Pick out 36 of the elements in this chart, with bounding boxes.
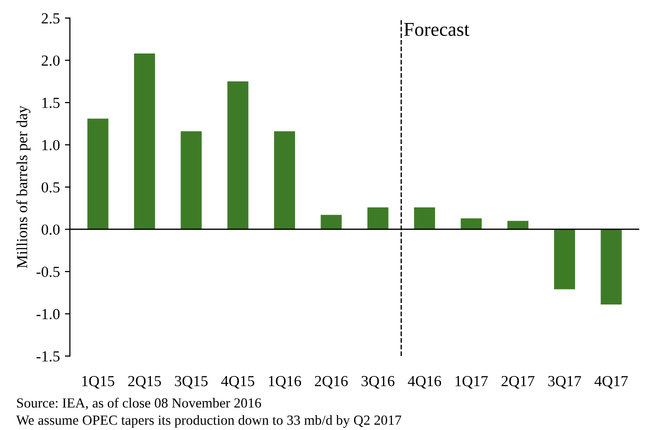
x-tick-label: 2Q15 — [128, 376, 161, 389]
bar — [600, 229, 622, 304]
x-tick-label: 4Q15 — [221, 376, 254, 389]
y-tick-label: 2.5 — [42, 13, 60, 24]
bar — [227, 81, 248, 230]
bar — [180, 131, 202, 230]
x-tick-label: 1Q16 — [268, 376, 302, 389]
x-tick-label: 1Q15 — [82, 376, 114, 389]
bar — [460, 218, 482, 230]
y-tick-label: 2.0 — [42, 55, 60, 66]
x-tick-label: 4Q17 — [594, 376, 628, 389]
x-tick-label: 3Q17 — [548, 376, 582, 389]
y-tick-label: -0.5 — [36, 266, 60, 278]
bar — [367, 207, 388, 230]
y-axis-title: Millions of barrels per day — [16, 106, 30, 268]
bar — [554, 229, 576, 290]
x-tick-label: 4Q16 — [408, 376, 442, 389]
y-tick-label: -1.0 — [36, 308, 60, 320]
x-tick-label: 1Q17 — [456, 376, 488, 389]
y-tick-label: 0.0 — [42, 224, 60, 235]
bar — [134, 54, 156, 230]
bar — [320, 214, 342, 230]
y-tick-label: -1.5 — [36, 351, 60, 362]
x-tick-label: 2Q17 — [502, 376, 534, 389]
x-tick-label: 3Q16 — [362, 376, 394, 389]
bar — [87, 118, 108, 230]
bar — [414, 207, 436, 230]
ref-line-label: Forecast — [404, 23, 470, 36]
y-tick-label: 1.5 — [42, 98, 60, 108]
x-tick-label: 3Q15 — [174, 376, 208, 389]
bar — [274, 131, 296, 230]
text: We assume OPEC tapers its production down to 33 mb/d by Q2 2017 — [16, 415, 402, 428]
y-tick-label: 0.5 — [42, 182, 60, 193]
y-tick-label: 1.0 — [42, 140, 60, 150]
source-note: Source: IEA, as of close 08 November 2016 — [17, 398, 262, 410]
x-tick-label: 2Q16 — [314, 376, 348, 389]
